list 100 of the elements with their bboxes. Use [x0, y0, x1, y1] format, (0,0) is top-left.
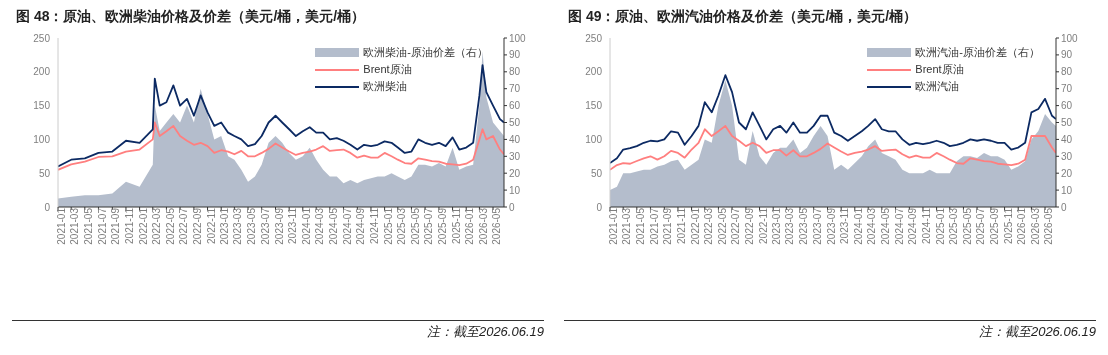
y2-tick-label: 30	[509, 150, 521, 162]
x-tick-label: 2026-03	[1029, 207, 1041, 245]
x-tick-label: 2022-09	[744, 207, 756, 245]
y-tick-label: 100	[585, 133, 603, 145]
y-tick-label: 100	[33, 133, 51, 145]
y2-tick-label: 90	[509, 49, 521, 61]
y-tick-label: 0	[596, 201, 603, 213]
x-tick-label: 2021-11	[124, 207, 136, 244]
chart-title: 图 49：原油、欧洲汽油价格及价差（美元/桶，美元/桶）	[567, 8, 919, 26]
x-tick-label: 2023-05	[246, 207, 258, 245]
y-tick-label: 50	[38, 167, 51, 179]
y2-tick-label: 0	[509, 201, 515, 213]
x-tick-label: 2021-05	[82, 207, 94, 245]
x-tick-label: 2021-11	[676, 207, 688, 244]
y2-tick-label: 70	[1061, 83, 1073, 95]
legend-label: 欧洲柴油	[363, 79, 408, 94]
x-tick-label: 2023-01	[219, 207, 231, 245]
y2-tick-label: 0	[1061, 201, 1067, 213]
y-tick-label: 0	[44, 201, 51, 213]
x-tick-label: 2024-03	[314, 207, 326, 245]
x-tick-label: 2024-05	[879, 207, 891, 245]
x-tick-label: 2022-03	[150, 207, 162, 245]
x-tick-label: 2025-11	[450, 207, 462, 244]
x-tick-label: 2023-03	[232, 207, 244, 245]
x-tick-label: 2023-03	[784, 207, 796, 245]
x-tick-label: 2023-01	[771, 207, 783, 245]
x-tick-label: 2025-03	[395, 207, 407, 245]
x-tick-label: 2024-07	[341, 207, 353, 245]
y2-tick-label: 60	[509, 100, 521, 112]
line-series	[58, 64, 504, 168]
y2-tick-label: 100	[509, 32, 527, 44]
chart-title: 图 48：原油、欧洲柴油价格及价差（美元/桶，美元/桶）	[15, 8, 367, 26]
x-tick-label: 2023-07	[811, 207, 823, 245]
y2-tick-label: 90	[1061, 49, 1073, 61]
x-tick-label: 2022-01	[689, 207, 701, 245]
y2-tick-label: 40	[1061, 133, 1073, 145]
x-tick-label: 2024-03	[866, 207, 878, 245]
y-tick-label: 200	[33, 66, 51, 78]
x-tick-label: 2026-05	[1043, 207, 1055, 245]
x-tick-label: 2021-09	[662, 207, 674, 245]
y2-tick-label: 60	[1061, 100, 1073, 112]
x-tick-label: 2022-01	[137, 207, 149, 245]
y2-tick-label: 40	[509, 133, 521, 145]
x-tick-label: 2022-07	[178, 207, 190, 245]
x-tick-label: 2021-07	[648, 207, 660, 245]
x-tick-label: 2025-01	[382, 207, 394, 245]
x-tick-label: 2024-05	[327, 207, 339, 245]
x-tick-label: 2024-01	[300, 207, 312, 245]
x-tick-label: 2026-03	[477, 207, 489, 245]
y-tick-label: 200	[585, 66, 603, 78]
x-tick-label: 2023-11	[287, 207, 299, 244]
x-tick-label: 2026-05	[491, 207, 503, 245]
text: 注：截至2026.06.19	[564, 323, 1096, 341]
x-tick-label: 2022-11	[205, 207, 217, 244]
y2-tick-label: 10	[1061, 184, 1073, 196]
x-tick-label: 2024-11	[921, 207, 933, 244]
x-tick-label: 2025-07	[975, 207, 987, 245]
x-tick-label: 2021-01	[608, 207, 620, 245]
y2-tick-label: 50	[1061, 117, 1073, 129]
y-tick-label: 250	[585, 32, 603, 44]
x-tick-label: 2024-09	[907, 207, 919, 245]
legend-label: Brent原油	[915, 62, 964, 77]
x-tick-label: 2023-11	[839, 207, 851, 244]
y2-tick-label: 20	[1061, 167, 1073, 179]
x-tick-label: 2021-03	[621, 207, 633, 245]
x-tick-label: 2022-03	[702, 207, 714, 245]
y2-tick-label: 80	[1061, 66, 1073, 78]
line-series	[58, 121, 504, 171]
x-tick-label: 2021-01	[56, 207, 68, 245]
y2-tick-label: 30	[1061, 150, 1073, 162]
x-tick-label: 2022-07	[730, 207, 742, 245]
x-tick-label: 2021-05	[634, 207, 646, 245]
x-tick-label: 2025-03	[947, 207, 959, 245]
y2-tick-label: 100	[1061, 32, 1079, 44]
y2-tick-label: 80	[509, 66, 521, 78]
y-tick-label: 50	[590, 167, 603, 179]
x-tick-label: 2023-09	[825, 207, 837, 245]
x-tick-label: 2022-09	[192, 207, 204, 245]
y-tick-label: 150	[33, 100, 51, 112]
y2-tick-label: 10	[509, 184, 521, 196]
x-tick-label: 2023-07	[259, 207, 271, 245]
x-tick-label: 2021-03	[69, 207, 81, 245]
y2-tick-label: 50	[509, 117, 521, 129]
x-tick-label: 2021-07	[96, 207, 108, 245]
x-tick-label: 2026-01	[1016, 207, 1028, 245]
legend-label: 欧洲柴油-原油价差（右）	[363, 45, 488, 60]
line-series	[610, 74, 1056, 164]
x-tick-label: 2025-05	[409, 207, 421, 245]
x-tick-label: 2025-05	[961, 207, 973, 245]
line-series	[610, 124, 1056, 171]
x-tick-label: 2024-11	[369, 207, 381, 244]
legend-label: 欧洲汽油-原油价差（右）	[915, 45, 1040, 60]
x-tick-label: 2025-07	[423, 207, 435, 245]
x-tick-label: 2024-01	[852, 207, 864, 245]
x-tick-label: 2023-09	[273, 207, 285, 245]
text: 注：截至2026.06.19	[12, 323, 544, 341]
legend-label: Brent原油	[363, 62, 412, 77]
x-tick-label: 2023-05	[798, 207, 810, 245]
legend-label: 欧洲汽油	[915, 79, 960, 94]
y2-tick-label: 20	[509, 167, 521, 179]
